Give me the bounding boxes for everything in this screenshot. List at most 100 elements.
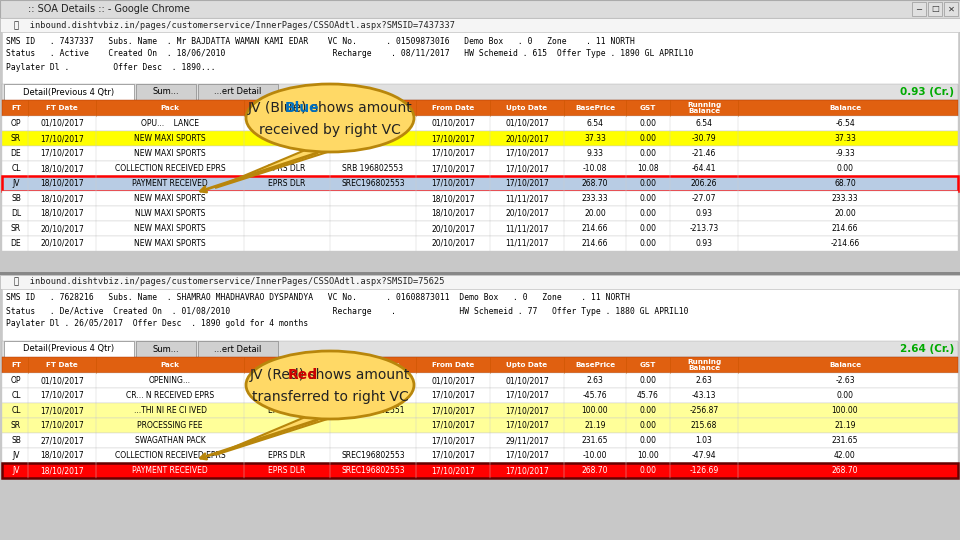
FancyBboxPatch shape: [4, 341, 134, 357]
Text: SR: SR: [11, 134, 21, 143]
Text: -10.08: -10.08: [583, 164, 607, 173]
Text: 17/10/2017: 17/10/2017: [431, 134, 475, 143]
Text: 0.00: 0.00: [836, 164, 853, 173]
Text: Running: Running: [686, 102, 721, 108]
Text: 0.00: 0.00: [836, 391, 853, 400]
Text: 17/10/2017: 17/10/2017: [431, 149, 475, 158]
Text: -214.66: -214.66: [830, 239, 859, 248]
Text: 68.70: 68.70: [834, 179, 856, 188]
Text: DE: DE: [11, 149, 21, 158]
Text: 233.33: 233.33: [831, 194, 858, 203]
Text: -47.94: -47.94: [692, 451, 716, 460]
FancyBboxPatch shape: [0, 18, 960, 32]
Text: JV (Blue) shows amount: JV (Blue) shows amount: [248, 101, 413, 115]
FancyBboxPatch shape: [2, 206, 958, 221]
Text: 214.66: 214.66: [582, 239, 609, 248]
Text: 37.33: 37.33: [584, 134, 606, 143]
Text: 0.00: 0.00: [639, 119, 657, 128]
Text: Red: Red: [287, 368, 318, 382]
Text: SR: SR: [11, 421, 21, 430]
Text: -9.33: -9.33: [835, 149, 854, 158]
Text: SREC196802553: SREC196802553: [341, 179, 405, 188]
Text: 0.00: 0.00: [639, 209, 657, 218]
FancyBboxPatch shape: [2, 236, 958, 251]
Text: ⓘ  inbound.dishtvbiz.in/pages/customerservice/InnerPages/CSSOAdtl.aspx?SMSID=743: ⓘ inbound.dishtvbiz.in/pages/customerser…: [14, 21, 455, 30]
FancyBboxPatch shape: [0, 272, 960, 275]
Text: ...THI NI RE CI IVED: ...THI NI RE CI IVED: [133, 406, 206, 415]
FancyBboxPatch shape: [136, 341, 196, 357]
Text: -27.07: -27.07: [692, 194, 716, 203]
Text: From Date: From Date: [432, 105, 474, 111]
Text: Upto Date: Upto Date: [507, 105, 547, 111]
Text: Sum...: Sum...: [153, 345, 180, 354]
Text: Paylater Dl .         Offer Desc  . 1890...: Paylater Dl . Offer Desc . 1890...: [6, 63, 216, 71]
FancyBboxPatch shape: [0, 275, 960, 289]
Text: 0.93: 0.93: [695, 239, 712, 248]
FancyBboxPatch shape: [2, 84, 958, 100]
Polygon shape: [215, 148, 340, 188]
Text: JV: JV: [12, 466, 20, 475]
FancyBboxPatch shape: [4, 84, 134, 100]
Text: BasePrice: BasePrice: [575, 105, 615, 111]
Text: 17/10/2017: 17/10/2017: [505, 179, 549, 188]
Text: Pack: Pack: [160, 105, 180, 111]
FancyBboxPatch shape: [2, 131, 958, 146]
Text: 01/10/2017: 01/10/2017: [40, 119, 84, 128]
Text: Balance: Balance: [828, 362, 861, 368]
Text: 17/10/2017: 17/10/2017: [505, 451, 549, 460]
Text: 0.00: 0.00: [639, 376, 657, 385]
Text: ✕: ✕: [948, 4, 954, 14]
Polygon shape: [215, 415, 340, 455]
Text: CR... N RECEIVED EPRS: CR... N RECEIVED EPRS: [126, 391, 214, 400]
Text: 10.00: 10.00: [637, 451, 659, 460]
Text: 17/10/2017: 17/10/2017: [431, 436, 475, 445]
FancyBboxPatch shape: [2, 373, 958, 388]
Text: Balance: Balance: [688, 365, 720, 371]
Text: Upto Date: Upto Date: [507, 362, 547, 368]
Text: Balance: Balance: [828, 105, 861, 111]
Text: 100.00: 100.00: [831, 406, 858, 415]
Text: JV: JV: [12, 179, 20, 188]
FancyBboxPatch shape: [2, 448, 958, 463]
Text: 20/10/2017: 20/10/2017: [40, 224, 84, 233]
Text: 20.00: 20.00: [834, 209, 856, 218]
Text: 214.66: 214.66: [582, 224, 609, 233]
Text: 0.00: 0.00: [639, 466, 657, 475]
Text: 20/10/2017: 20/10/2017: [431, 224, 475, 233]
Text: Blue: Blue: [285, 101, 320, 115]
Text: 17/10/2017: 17/10/2017: [40, 421, 84, 430]
Text: 0.00: 0.00: [639, 194, 657, 203]
Text: Detail(Previous 4 Qtr): Detail(Previous 4 Qtr): [23, 87, 114, 97]
Text: 0.00: 0.00: [639, 421, 657, 430]
Text: 2.64 (Cr.): 2.64 (Cr.): [900, 344, 954, 354]
Text: 01/10/2017: 01/10/2017: [505, 119, 549, 128]
Text: 17/10/2017: 17/10/2017: [431, 164, 475, 173]
Text: 20/10/2017: 20/10/2017: [505, 209, 549, 218]
Text: 18/10/2017: 18/10/2017: [40, 466, 84, 475]
Text: CL: CL: [12, 391, 21, 400]
Text: 0.00: 0.00: [639, 149, 657, 158]
Text: -213.73: -213.73: [689, 224, 719, 233]
Text: 17/10/2017: 17/10/2017: [505, 149, 549, 158]
Text: ...ert Detail: ...ert Detail: [214, 87, 262, 97]
Text: 1.03: 1.03: [696, 436, 712, 445]
Text: PAYMENT RECEIVED: PAYMENT RECEIVED: [132, 466, 208, 475]
Text: 231.65: 231.65: [582, 436, 609, 445]
Text: 233.33: 233.33: [582, 194, 609, 203]
Text: EPRS DLR: EPRS DLR: [268, 179, 305, 188]
Text: Pack: Pack: [160, 362, 180, 368]
FancyBboxPatch shape: [912, 2, 926, 16]
Text: 17/10/2017: 17/10/2017: [431, 406, 475, 415]
Text: Cheque Date: Cheque Date: [347, 105, 399, 111]
Text: 42.00: 42.00: [834, 451, 856, 460]
Text: NEW MAXI SPORTS: NEW MAXI SPORTS: [134, 239, 205, 248]
FancyBboxPatch shape: [2, 176, 958, 191]
Text: COLLECTION RECEIVED EPRS: COLLECTION RECEIVED EPRS: [114, 451, 226, 460]
Text: 17/10/2017: 17/10/2017: [431, 466, 475, 475]
FancyBboxPatch shape: [2, 32, 958, 84]
Text: Balance: Balance: [688, 108, 720, 114]
Text: SREC196802553: SREC196802553: [341, 451, 405, 460]
Text: FT: FT: [11, 362, 21, 368]
FancyBboxPatch shape: [2, 161, 958, 176]
Text: FT: FT: [11, 105, 21, 111]
